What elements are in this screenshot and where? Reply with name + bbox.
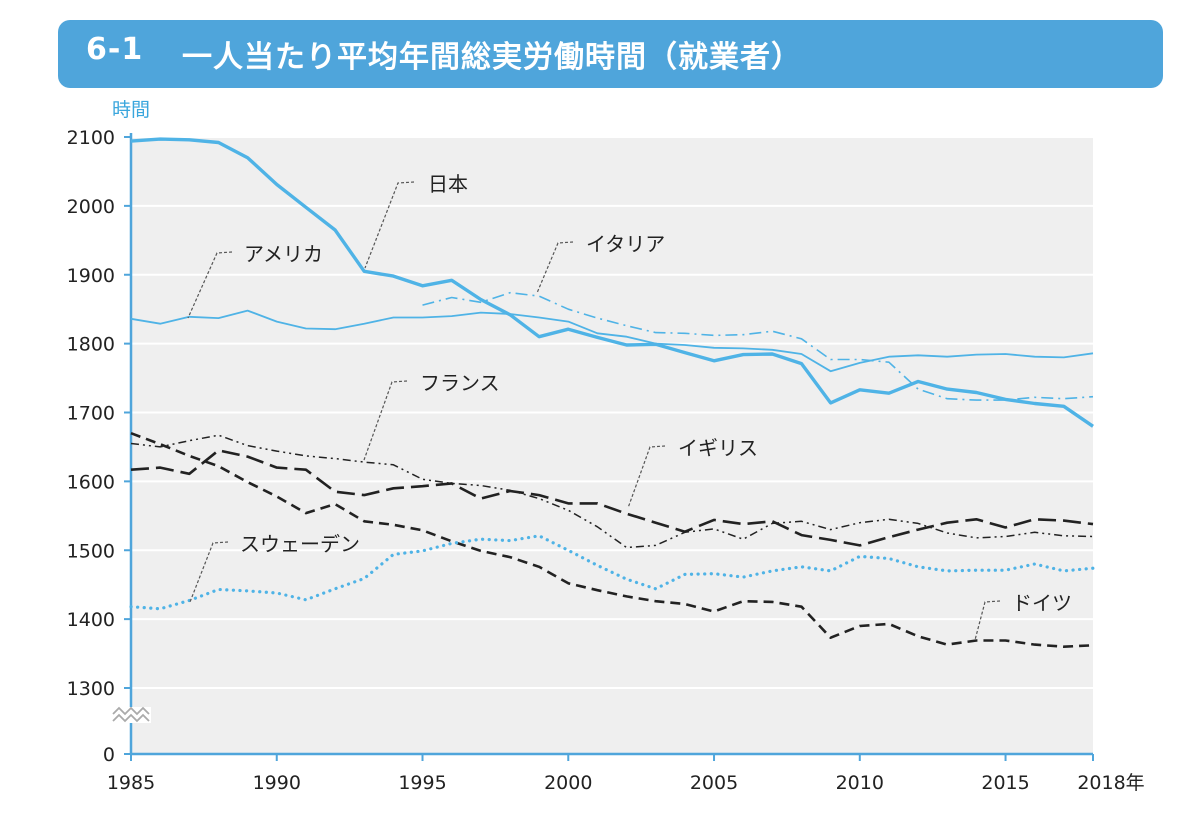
leader-line-イタリア [536, 241, 574, 294]
series-line-イギリス [130, 449, 1094, 547]
axis-break-line-2 [112, 713, 150, 723]
plot-area [131, 137, 1093, 754]
x-tick-label-1985: 1985 [107, 772, 155, 794]
y-tick-label-2100: 2100 [67, 127, 115, 149]
x-tick-label-1995: 1995 [398, 772, 446, 794]
leader-line-イギリス [627, 445, 666, 509]
y-tick-label-1600: 1600 [67, 471, 115, 493]
x-tick-label-2000: 2000 [544, 772, 592, 794]
series-line-ドイツ [130, 431, 1094, 648]
series-line-スウェーデン [129, 534, 1095, 611]
series-label-フランス: フランス [420, 371, 500, 395]
leader-line-アメリカ [187, 251, 233, 319]
x-tick-label-2015: 2015 [981, 772, 1029, 794]
x-tick-label-2018: 2018年 [1077, 772, 1144, 794]
leader-line-フランス [363, 380, 408, 461]
chart-number: 6-1 [86, 32, 144, 67]
series-label-日本: 日本 [428, 172, 468, 196]
y-tick-label-1500: 1500 [67, 540, 115, 562]
y-tick-label-1400: 1400 [67, 609, 115, 631]
y-tick-label-2000: 2000 [67, 196, 115, 218]
leader-line-ドイツ [974, 600, 1001, 641]
series-line-イタリア [422, 291, 1094, 401]
series-label-スウェーデン: スウェーデン [240, 532, 360, 556]
x-tick-label-2005: 2005 [690, 772, 738, 794]
leader-line-スウェーデン [189, 541, 229, 603]
series-line-日本 [130, 137, 1094, 428]
y-tick-label-1700: 1700 [67, 403, 115, 425]
series-label-イギリス: イギリス [678, 436, 758, 460]
series-label-ドイツ: ドイツ [1012, 591, 1072, 615]
series-label-イタリア: イタリア [586, 232, 665, 256]
y-tick-label-1900: 1900 [67, 265, 115, 287]
title-bar [58, 20, 1163, 88]
y-unit-label: 時間 [112, 99, 150, 121]
x-tick-label-2010: 2010 [836, 772, 884, 794]
axis-break-line-1 [112, 706, 150, 716]
y-tick-label-0: 0 [103, 744, 115, 766]
y-tick-label-1300: 1300 [67, 678, 115, 700]
chart-title: 一人当たり平均年間総実労働時間（就業者） [182, 40, 802, 75]
series-line-アメリカ [130, 309, 1094, 373]
series-label-アメリカ: アメリカ [244, 242, 323, 266]
x-tick-label-1990: 1990 [253, 772, 301, 794]
leader-line-日本 [364, 181, 415, 269]
y-tick-label-1800: 1800 [67, 334, 115, 356]
